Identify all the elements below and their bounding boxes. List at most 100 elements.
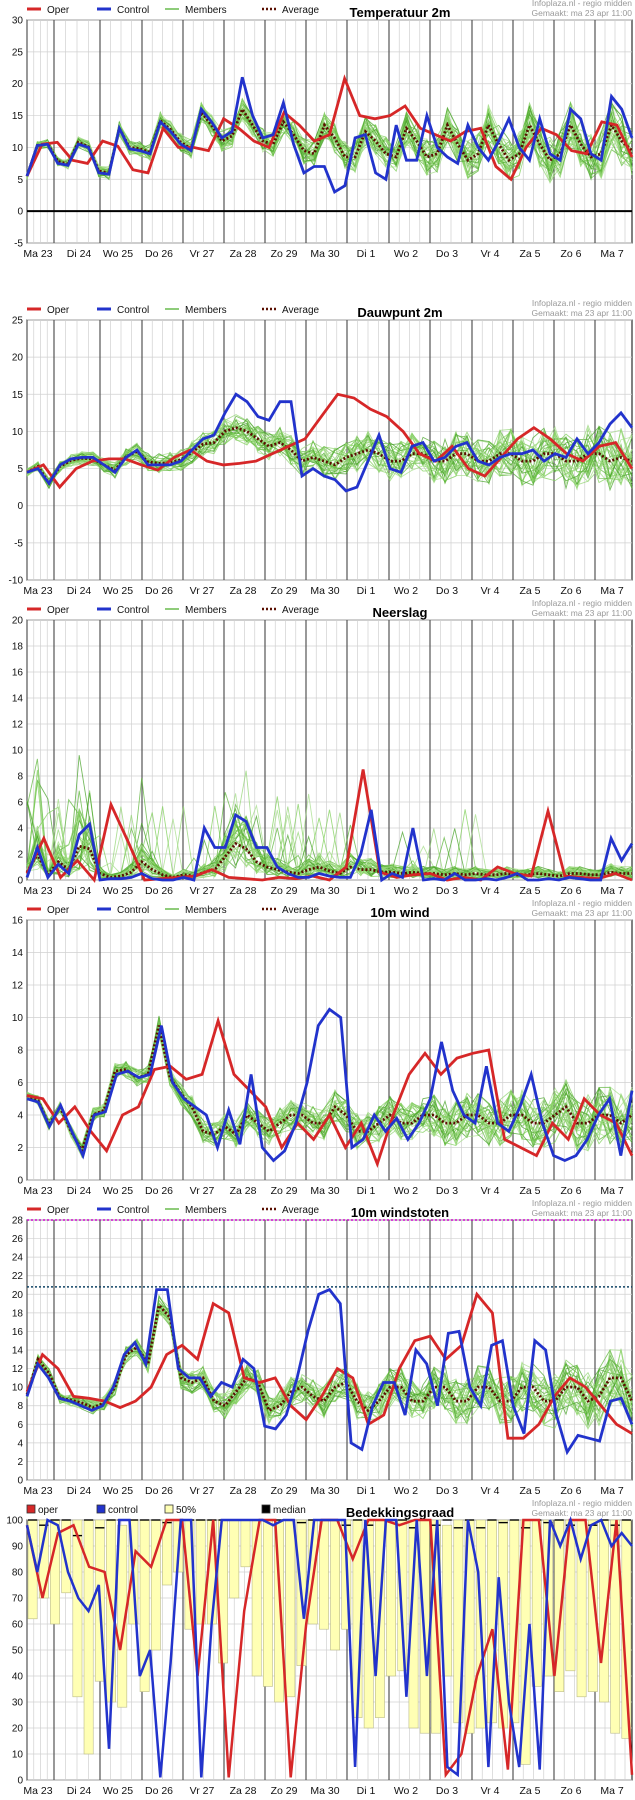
x-tick-label: Ma 30 (310, 585, 339, 597)
percentile-bar (386, 1519, 397, 1677)
x-tick-label: Wo 2 (394, 1485, 418, 1497)
member-line (26, 1306, 633, 1423)
y-tick-label: 4 (17, 1438, 23, 1449)
x-tick-label: Ma 7 (600, 1485, 624, 1497)
percentile-bar (229, 1519, 240, 1599)
x-tick-label: Ma 30 (310, 885, 339, 897)
y-tick-label: 12 (12, 1364, 24, 1375)
control-line (25, 809, 634, 883)
x-tick-label: Za 5 (519, 248, 540, 260)
y-tick-label: 25 (12, 316, 24, 327)
legend-swatch (164, 1504, 174, 1514)
oper-line (25, 1291, 633, 1440)
member-line (26, 1027, 633, 1152)
credit-line: Infoplaza.nl - regio midden (532, 1498, 632, 1508)
legend: Oper Control Members Average (27, 905, 320, 916)
control-line (25, 1287, 634, 1456)
oper-line (26, 392, 634, 490)
x-tick-label: Vr 4 (481, 1485, 500, 1497)
y-tick-label: 10 (12, 427, 24, 438)
member-line (26, 424, 633, 481)
legend-label: Oper (47, 5, 70, 16)
panel-bedekkingsgraad: oper control 50% median Bedekkingsgraad Infop… (6, 1498, 634, 1797)
x-tick-label: Za 5 (519, 1785, 540, 1797)
x-tick-label: Do 26 (145, 585, 173, 597)
x-tick-label: Vr 27 (190, 585, 215, 597)
y-tick-label: 0 (17, 501, 23, 512)
y-tick-label: 28 (12, 1216, 24, 1227)
average-line (26, 426, 633, 486)
x-tick-label: Ma 7 (600, 585, 624, 597)
member-line (26, 101, 633, 180)
x-tick-label: Do 3 (436, 885, 458, 897)
y-tick-label: 10 (12, 1013, 24, 1024)
x-tick-label: Za 28 (230, 585, 257, 597)
x-tick-label: Di 1 (357, 248, 376, 260)
average-line (25, 1302, 634, 1413)
percentile-bar (285, 1519, 296, 1698)
credit-line: Gemaakt: ma 23 apr 11:00 (532, 1208, 633, 1218)
credit-line: Gemaakt: ma 23 apr 11:00 (532, 608, 633, 618)
percentile-bar (587, 1519, 598, 1692)
x-tick-label: Di 24 (67, 1485, 92, 1497)
credit-line: Gemaakt: ma 23 apr 11:00 (532, 308, 633, 318)
legend: Oper Control Members Average (27, 605, 320, 616)
x-tick-label: Vr 4 (481, 885, 500, 897)
panel-neerslag: Oper Control Members Average Neerslag Infopla… (12, 598, 634, 897)
x-tick-label: Ma 7 (600, 885, 624, 897)
y-tick-label: 6 (17, 798, 23, 809)
credit-line: Gemaakt: ma 23 apr 11:00 (532, 908, 633, 918)
legend-label: Average (282, 905, 320, 916)
y-tick-label: 18 (12, 642, 24, 653)
x-tick-label: Ma 7 (600, 248, 624, 260)
x-tick-label: Za 5 (519, 1485, 540, 1497)
x-tick-label: Vr 4 (481, 248, 500, 260)
y-tick-label: 16 (12, 916, 24, 927)
x-tick-label: Wo 2 (394, 885, 418, 897)
control-line (26, 392, 634, 493)
x-tick-label: Ma 23 (23, 585, 52, 597)
x-tick-label: Vr 27 (190, 1185, 215, 1197)
y-tick-label: 8 (17, 1046, 23, 1057)
chart-title: Dauwpunt 2m (357, 305, 442, 320)
x-tick-label: Ma 23 (23, 885, 52, 897)
x-tick-label: Vr 4 (481, 1785, 500, 1797)
x-tick-label: Di 24 (67, 1185, 92, 1197)
percentile-bar (610, 1519, 621, 1734)
x-tick-label: Zo 29 (271, 885, 298, 897)
y-tick-label: 6 (17, 1420, 23, 1431)
y-tick-label: 15 (12, 111, 24, 122)
y-tick-label: 12 (12, 981, 24, 992)
y-tick-label: 0 (17, 1176, 23, 1187)
chart-title: Temperatuur 2m (350, 5, 451, 20)
percentile-bar (318, 1519, 329, 1630)
x-tick-label: Zo 6 (560, 1785, 581, 1797)
x-tick-label: Di 24 (67, 585, 92, 597)
legend: Oper Control Members Average (27, 5, 320, 16)
x-tick-label: Do 3 (436, 248, 458, 260)
x-tick-label: Di 1 (357, 1485, 376, 1497)
legend-label: control (108, 1505, 138, 1516)
x-tick-label: Wo 2 (394, 585, 418, 597)
x-tick-label: Do 3 (436, 1485, 458, 1497)
legend-label: Members (185, 605, 227, 616)
y-tick-label: 15 (12, 390, 24, 401)
control-line (25, 76, 634, 195)
y-tick-label: 8 (17, 1401, 23, 1412)
y-tick-label: 20 (12, 79, 24, 90)
x-tick-label: Vr 27 (190, 1785, 215, 1797)
y-tick-label: 6 (17, 1078, 23, 1089)
y-tick-label: 14 (12, 948, 24, 959)
y-tick-label: 10 (12, 746, 24, 757)
x-tick-label: Di 1 (357, 1185, 376, 1197)
y-tick-label: 12 (12, 720, 24, 731)
y-tick-label: 60 (12, 1620, 24, 1631)
legend-label: Control (117, 5, 149, 16)
y-tick-label: 26 (12, 1234, 24, 1245)
legend-label: Average (282, 605, 320, 616)
x-tick-label: Za 5 (519, 1185, 540, 1197)
x-tick-label: Ma 30 (310, 1185, 339, 1197)
y-tick-label: 100 (6, 1516, 23, 1527)
x-tick-label: Ma 23 (23, 1185, 52, 1197)
